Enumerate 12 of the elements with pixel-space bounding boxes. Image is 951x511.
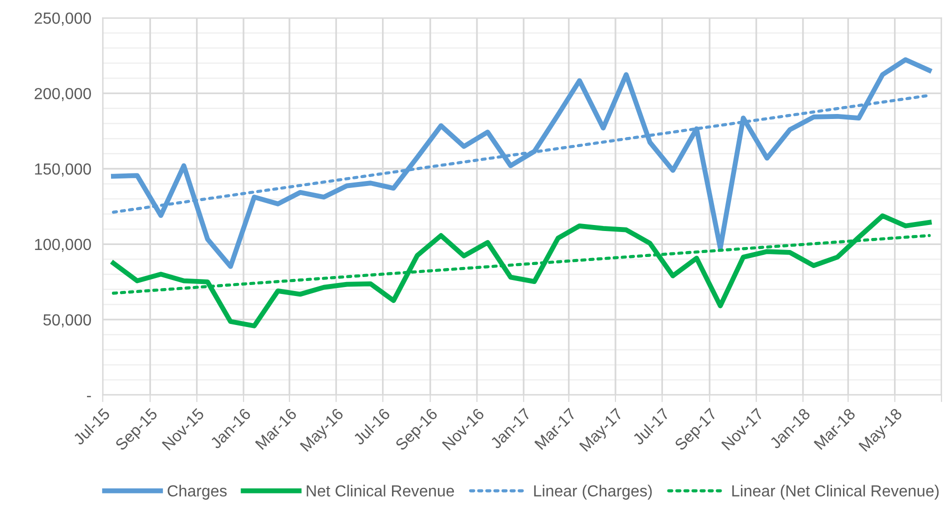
line-series xyxy=(110,213,932,328)
line-series xyxy=(110,57,932,269)
legend-label: Net Clinical Revenue xyxy=(306,484,454,497)
legend-label: Linear (Charges) xyxy=(534,484,652,500)
y-tick-label: 150,000 xyxy=(35,163,91,177)
y-tick-label: 200,000 xyxy=(34,88,91,102)
legend-label: Linear (Net Clinical Revenue) xyxy=(732,484,939,500)
y-tick-label: - xyxy=(86,396,91,398)
y-tick-label: 250,000 xyxy=(34,12,91,26)
y-tick-label: 100,000 xyxy=(35,238,91,252)
y-tick-label: 50,000 xyxy=(43,314,91,328)
legend-label: Charges xyxy=(168,484,227,500)
